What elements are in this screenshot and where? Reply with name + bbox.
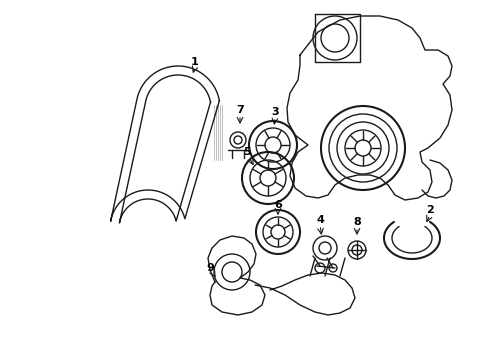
Text: 6: 6 bbox=[274, 200, 282, 210]
Text: 4: 4 bbox=[316, 215, 324, 225]
Text: 1: 1 bbox=[191, 57, 199, 67]
Text: 3: 3 bbox=[271, 107, 279, 117]
Text: 2: 2 bbox=[426, 205, 434, 215]
Text: 5: 5 bbox=[243, 147, 251, 157]
Text: 9: 9 bbox=[206, 263, 214, 273]
Text: 8: 8 bbox=[353, 217, 361, 227]
Text: 7: 7 bbox=[236, 105, 244, 115]
